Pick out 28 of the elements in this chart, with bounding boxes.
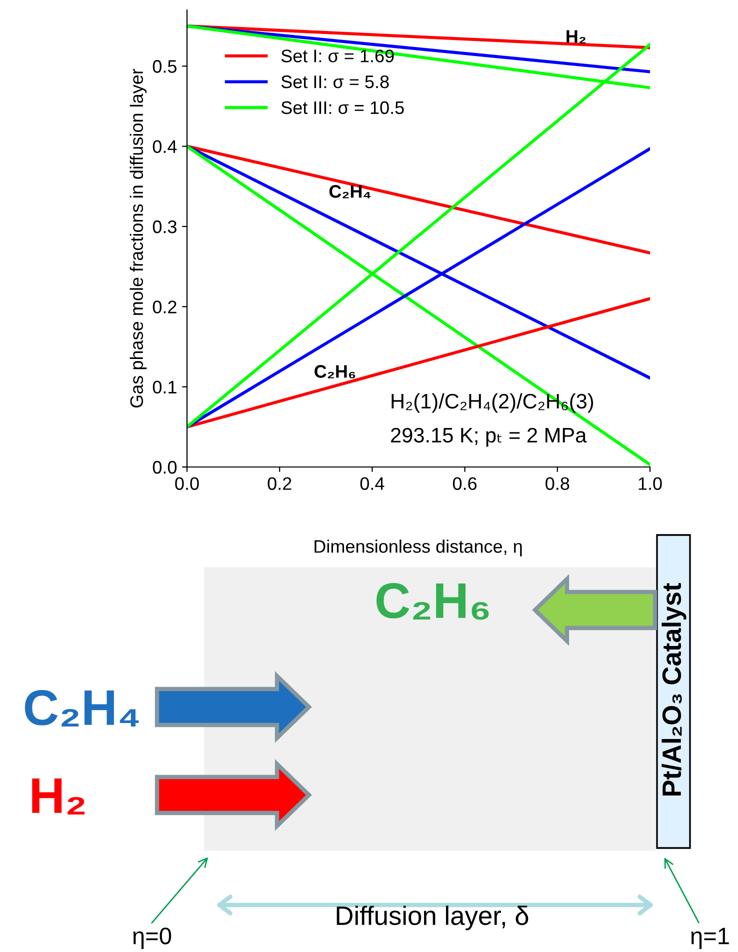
text: C₂H₄ xyxy=(24,690,139,726)
y-tick-label: 0.4 xyxy=(152,140,177,154)
annotation: 293.15 K; pₜ = 2 MPa xyxy=(391,428,587,447)
annotation: H₂ xyxy=(566,30,586,44)
y-tick-label: 0.0 xyxy=(152,460,177,474)
text: C₂H₆ xyxy=(376,583,489,620)
x-axis-title: Dimensionless distance, η xyxy=(314,540,522,556)
annotation: C₂H₄ xyxy=(329,185,370,198)
legend-label: Set II: σ = 5.8 xyxy=(281,75,389,88)
y-tick-label: 0.1 xyxy=(152,380,176,394)
x-tick-label: 0.0 xyxy=(175,477,199,490)
x-tick-label: 0.6 xyxy=(452,477,477,490)
y-axis-title: Gas phase mole fractions in diffusion layer xyxy=(130,68,147,408)
text: Diffusion layer, δ xyxy=(336,906,528,930)
x-tick-label: 1.0 xyxy=(638,477,662,490)
text: η=0 xyxy=(133,928,172,949)
annotation: C₂H₆ xyxy=(314,365,356,378)
y-tick-label: 0.3 xyxy=(152,220,176,234)
legend-label: Set I: σ = 1.69 xyxy=(281,50,394,62)
text: H₂ xyxy=(32,778,85,814)
y-tick-label: 0.5 xyxy=(152,60,177,73)
legend-label: Set III: σ = 10.5 xyxy=(281,101,404,114)
y-tick-label: 0.2 xyxy=(152,300,176,314)
x-tick-label: 0.4 xyxy=(360,477,384,490)
text: η=1 xyxy=(691,928,729,949)
x-tick-label: 0.2 xyxy=(268,477,292,490)
x-tick-label: 0.8 xyxy=(546,477,570,490)
text: Pt/Al₂O₃ Catalyst xyxy=(662,583,686,796)
